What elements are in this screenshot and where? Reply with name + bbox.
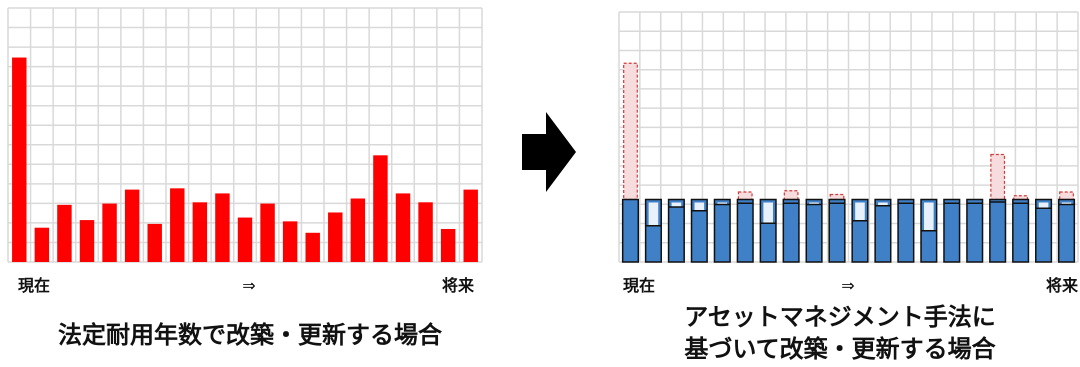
- bar-gap-5: [717, 202, 728, 205]
- red-bar-9: [192, 202, 208, 262]
- right-mid-label: ⇒: [841, 276, 854, 295]
- red-bar-20: [440, 228, 456, 262]
- blue-bar-8: [782, 198, 800, 263]
- excess-bar-17: [990, 153, 1006, 201]
- bar-gap-12: [878, 202, 888, 206]
- red-bar-16: [350, 198, 366, 262]
- blue-bar-3: [667, 198, 685, 263]
- blue-bar-20: [1057, 198, 1076, 263]
- bar-gap-14: [924, 202, 934, 231]
- right-caption-line-1: アセットマネジメント手法に: [684, 303, 996, 331]
- red-bar-10: [215, 193, 230, 262]
- red-bar-5: [102, 203, 117, 262]
- bar-gap-11: [855, 202, 865, 221]
- chart-legal-lifespan: [7, 7, 483, 263]
- red-bar-21: [463, 189, 478, 262]
- red-bar-17: [373, 155, 388, 262]
- blue-bar-16: [966, 198, 984, 263]
- red-bar-4: [79, 220, 95, 262]
- bar-gap-7: [763, 202, 773, 224]
- red-bar-7: [147, 223, 162, 262]
- blue-bar-12: [874, 198, 892, 263]
- bar-gap-2: [648, 202, 659, 226]
- red-bar-8: [170, 188, 185, 262]
- red-bar-12: [260, 203, 275, 262]
- red-bar-13: [282, 221, 298, 262]
- bar-gap-4: [694, 202, 705, 211]
- blue-bar-5: [713, 198, 731, 263]
- chart-asset-management: [618, 11, 1079, 263]
- blue-bar-15: [943, 198, 961, 263]
- excess-bar-20: [1059, 191, 1074, 201]
- bar-gap-3: [671, 202, 682, 207]
- right-end-label: 将来: [1046, 276, 1079, 295]
- excess-bar-1: [623, 62, 638, 201]
- red-bar-14: [305, 232, 320, 262]
- red-bar-1: [12, 57, 27, 262]
- left-mid-label: ⇒: [242, 276, 255, 295]
- red-bar-15: [328, 212, 343, 262]
- blue-bar-9: [805, 198, 823, 263]
- excess-bar-6: [737, 191, 753, 201]
- bar-gap-9: [809, 202, 819, 205]
- red-bar-18: [395, 193, 411, 262]
- bar-gap-20: [1061, 202, 1072, 205]
- blue-bar-1: [621, 198, 640, 263]
- excess-bar-8: [783, 190, 799, 201]
- blue-bar-10: [828, 198, 846, 263]
- left-end-label: 将来: [442, 276, 475, 295]
- right-arrow-icon: [522, 112, 576, 192]
- right-start-label: 現在: [623, 276, 655, 295]
- bar-gap-19: [1038, 202, 1049, 209]
- blue-bar-13: [897, 198, 915, 263]
- red-bar-6: [124, 189, 140, 262]
- red-bar-2: [34, 227, 50, 262]
- blue-bar-6: [736, 198, 754, 263]
- red-bar-11: [237, 217, 253, 262]
- blue-bar-19: [1035, 198, 1053, 263]
- excess-bar-18: [1013, 195, 1029, 201]
- blue-bar-18: [1012, 198, 1030, 263]
- left-caption: 法定耐用年数で改築・更新する場合: [58, 321, 442, 349]
- blue-bar-17: [989, 198, 1007, 263]
- left-start-label: 現在: [18, 276, 50, 295]
- blue-bar-4: [690, 198, 708, 263]
- right-caption-line-2: 基づいて改築・更新する場合: [684, 335, 996, 363]
- red-bar-3: [57, 204, 72, 262]
- red-bar-19: [418, 202, 433, 262]
